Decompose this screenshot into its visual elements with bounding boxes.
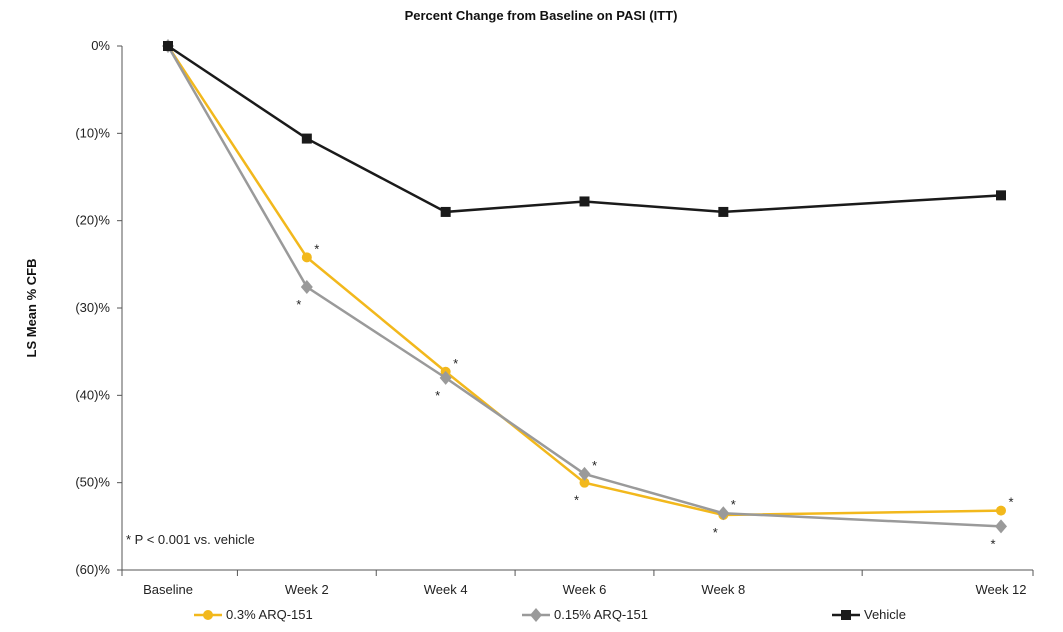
chart-title: Percent Change from Baseline on PASI (IT… (405, 8, 678, 23)
legend-label-0-15-arq-151: 0.15% ARQ-151 (554, 607, 648, 622)
legend-marker-0-15-arq-151 (530, 608, 542, 622)
legend-marker-0-3-arq-151 (203, 610, 213, 620)
data-point-0-15-arq-151 (717, 506, 730, 521)
x-tick-label: Week 6 (563, 582, 607, 597)
legend-item-0-3-arq-151: 0.3% ARQ-151 (194, 607, 313, 622)
x-tick-label: Week 8 (701, 582, 745, 597)
legend: 0.3% ARQ-151 0.15% ARQ-151 Vehicle (194, 607, 906, 622)
legend-item-vehicle: Vehicle (832, 607, 906, 622)
series-0-15-arq-151 (162, 39, 1007, 534)
y-tick-label: 0% (91, 38, 110, 53)
significance-markers: * * * * * * * * * * (296, 241, 1013, 551)
data-point-0-3-arq-151 (301, 252, 312, 263)
series-vehicle (163, 41, 1006, 217)
significance-star: * (731, 497, 736, 512)
data-point-0-15-arq-151 (300, 280, 313, 295)
series-line-vehicle (167, 44, 1002, 214)
significance-star: * (713, 525, 718, 540)
x-tick-label: Week 2 (285, 582, 329, 597)
x-tick-label: Baseline (143, 582, 193, 597)
data-point-0-3-arq-151 (996, 505, 1006, 516)
significance-star: * (574, 493, 579, 508)
y-axis-label: LS Mean % CFB (24, 259, 39, 358)
significance-star: * (453, 356, 458, 371)
legend-label-0-3-arq-151: 0.3% ARQ-151 (226, 607, 313, 622)
significance-star: * (1008, 495, 1013, 510)
data-point-vehicle (163, 41, 173, 51)
series-line-0-15-arq-151 (166, 45, 1002, 528)
data-point-vehicle (301, 133, 312, 144)
data-point-vehicle (579, 196, 590, 207)
data-point-0-3-arq-151 (579, 477, 590, 488)
significance-note: * P < 0.001 vs. vehicle (126, 532, 255, 547)
legend-item-0-15-arq-151: 0.15% ARQ-151 (522, 607, 648, 622)
legend-label-vehicle: Vehicle (864, 607, 906, 622)
data-point-vehicle (440, 206, 451, 217)
significance-star: * (296, 297, 301, 312)
data-point-0-15-arq-151 (439, 370, 452, 385)
data-point-vehicle (996, 190, 1006, 201)
significance-star: * (435, 388, 440, 403)
y-tick-label: (30)% (75, 300, 110, 315)
series-layer (162, 39, 1007, 534)
data-point-0-15-arq-151 (578, 466, 591, 481)
data-point-0-15-arq-151 (995, 519, 1007, 534)
y-tick-label: (20)% (75, 213, 110, 228)
series-line-0-3-arq-151 (166, 45, 1002, 517)
data-point-vehicle (718, 206, 729, 217)
legend-marker-vehicle (841, 610, 851, 620)
y-tick-label: (50)% (75, 475, 110, 490)
series-0-3-arq-151 (163, 41, 1006, 520)
significance-star: * (990, 536, 995, 551)
y-tick-label: (10)% (75, 125, 110, 140)
significance-star: * (314, 241, 319, 256)
x-tick-label: Week 12 (975, 582, 1026, 597)
y-tick-label: (60)% (75, 562, 110, 577)
x-tick-label: Week 4 (424, 582, 468, 597)
y-tick-label: (40)% (75, 387, 110, 402)
axes: 0% (10)% (20)% (30)% (40)% (50)% (60)% Baseline… (75, 38, 1034, 597)
significance-star: * (592, 458, 597, 473)
